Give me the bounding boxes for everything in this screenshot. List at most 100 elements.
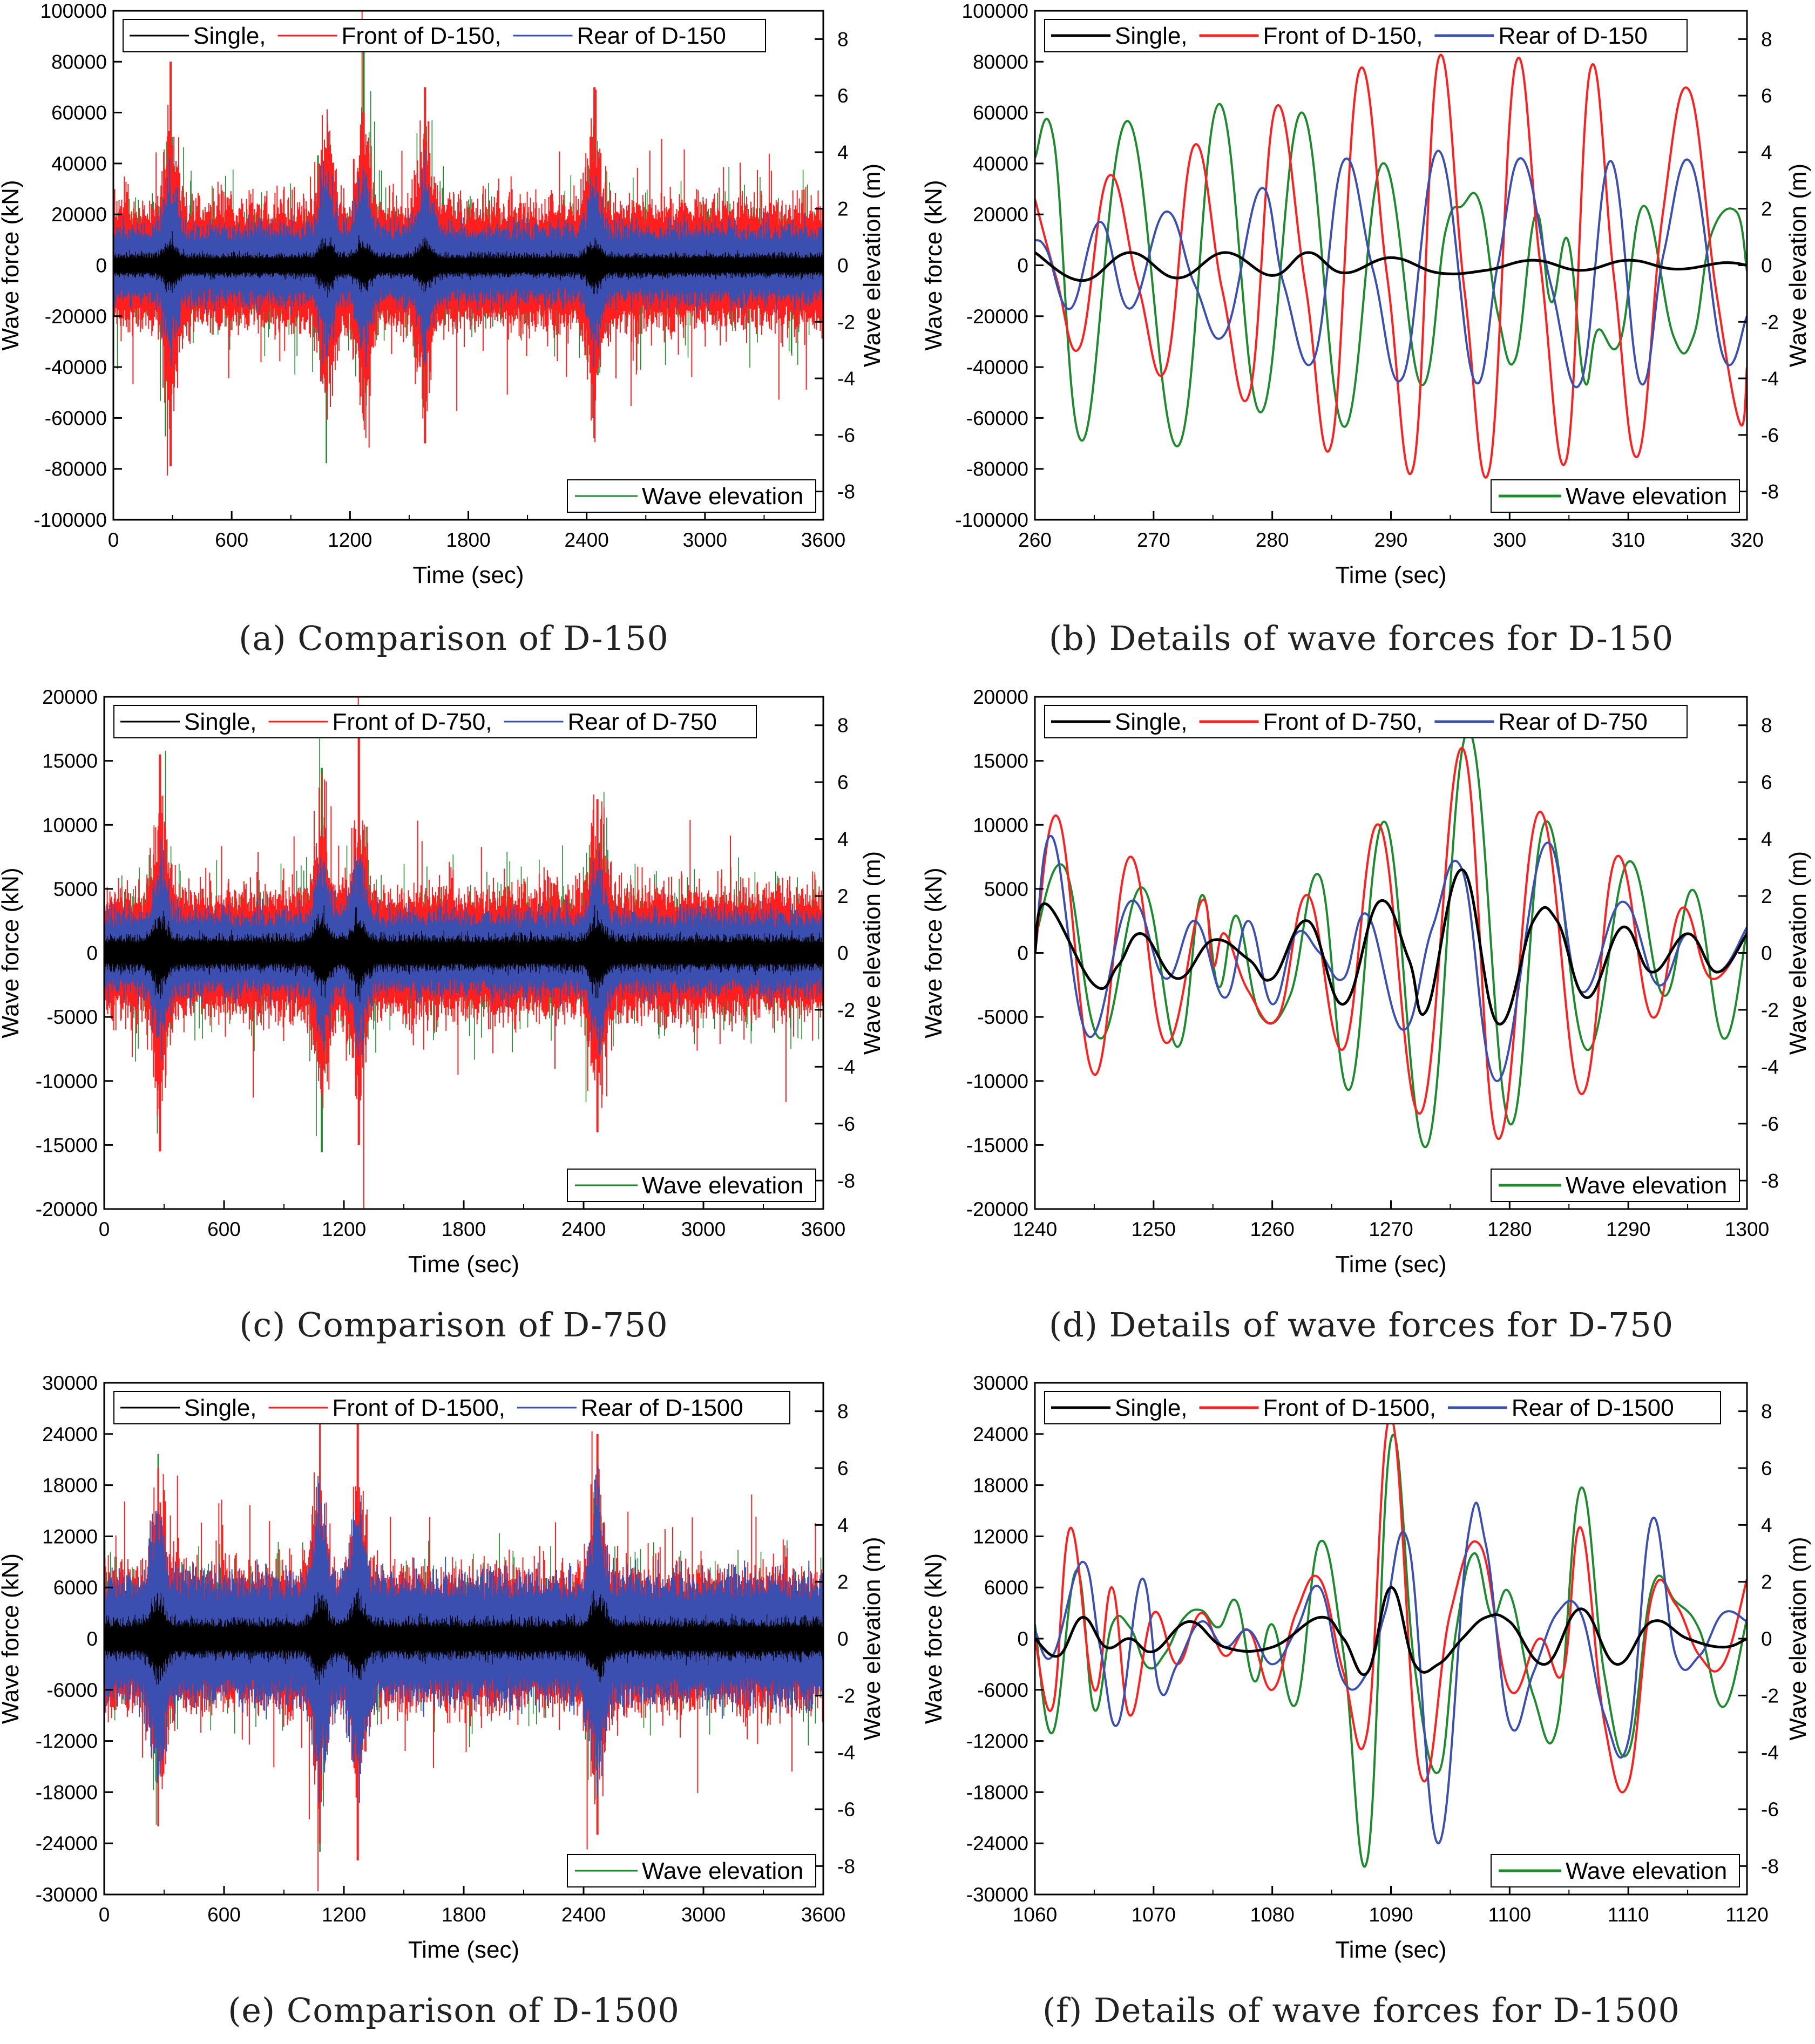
y2-tick-label: -2	[1761, 1685, 1779, 1707]
y2-tick-label: 8	[837, 1401, 849, 1423]
x-tick-label: 2400	[561, 1218, 606, 1240]
legend-label-wave: Wave elevation	[1566, 483, 1727, 510]
x-tick-label: 3600	[801, 529, 845, 551]
x-tick-label: 1270	[1369, 1218, 1413, 1240]
legend-label-single: Single,	[184, 709, 257, 735]
x-tick-label: 3000	[683, 529, 727, 551]
series-wave-line	[1035, 103, 1747, 447]
y-axis-label: Wave force (kN)	[0, 1553, 24, 1724]
y2-tick-label: 4	[1761, 141, 1772, 164]
y-tick-label: -100000	[33, 509, 107, 531]
legend-label-single: Single,	[1115, 1395, 1188, 1421]
x-tick-label: 1300	[1725, 1218, 1769, 1240]
y-tick-label: 18000	[42, 1475, 98, 1497]
y2-tick-label: 6	[837, 771, 849, 793]
y2-tick-label: 4	[1761, 1514, 1772, 1536]
x-tick-label: 3600	[801, 1218, 845, 1240]
x-tick-label: 1120	[1725, 1904, 1769, 1926]
x-tick-label: 600	[215, 529, 248, 551]
y2-axis-label: Wave elevation (m)	[859, 1537, 885, 1740]
y-tick-label: 0	[96, 255, 107, 277]
chart-panel-d: 1240 1250 1260 1270 1280 1290 1300 -20000 -15000…	[920, 686, 1811, 1278]
y2-tick-label: -6	[837, 424, 855, 446]
x-tick-label: 280	[1256, 529, 1289, 551]
chart-panel-c: 0 600 1200 1800 2400 3000 3600-20000-15000-100…	[0, 686, 885, 1278]
y-axis-label: Wave force (kN)	[920, 180, 947, 350]
y-axis-label: Wave force (kN)	[920, 1553, 947, 1724]
y2-tick-label: 2	[837, 198, 849, 220]
figure-caption-b: (b) Details of wave forces for D-150	[1048, 619, 1674, 658]
x-tick-label: 600	[207, 1218, 241, 1240]
x-tick-label: 1240	[1013, 1218, 1057, 1240]
y2-axis-label: Wave elevation (m)	[859, 851, 885, 1055]
y2-tick-label: -8	[837, 1170, 855, 1192]
legend-label-front: Front of D-1500,	[333, 1395, 505, 1421]
y-tick-label: -30000	[36, 1884, 98, 1906]
y-axis-label: Wave force (kN)	[0, 180, 24, 350]
y-tick-label: 30000	[42, 1372, 98, 1394]
legend-box	[113, 1391, 790, 1424]
y2-axis-label: Wave elevation (m)	[859, 164, 885, 367]
y-tick-label: -10000	[36, 1070, 98, 1092]
x-tick-label: 2400	[561, 1904, 606, 1926]
series-single-line	[1035, 251, 1747, 282]
x-tick-label: 1060	[1013, 1904, 1057, 1926]
x-axis-label: Time (sec)	[412, 562, 524, 588]
x-tick-label: 300	[1493, 529, 1526, 551]
x-tick-label: 1200	[322, 1904, 366, 1926]
chart-panel-b: 260 270 280 290 300 310 320-100000-80000-60000…	[920, 0, 1811, 588]
y2-tick-label: -2	[837, 999, 855, 1021]
legend-label-rear: Rear of D-150	[577, 23, 726, 49]
y2-tick-label: 4	[837, 1514, 849, 1536]
y-tick-label: 100000	[962, 0, 1028, 22]
x-axis-label: Time (sec)	[408, 1937, 519, 1963]
series-front-line	[1035, 1416, 1747, 1794]
y-tick-label: 6000	[53, 1577, 98, 1599]
y2-tick-label: -2	[837, 1685, 855, 1707]
legend-box	[113, 705, 757, 738]
legend-label-front: Front of D-750,	[1263, 709, 1423, 735]
y-tick-label: 0	[1017, 1628, 1028, 1650]
y-tick-label: 5000	[984, 878, 1028, 900]
y-tick-label: 60000	[973, 102, 1028, 124]
series-rear-line	[1035, 150, 1747, 389]
y2-tick-label: 8	[1761, 715, 1772, 737]
legend-box	[1044, 19, 1688, 52]
y-tick-label: 10000	[42, 814, 98, 836]
y-tick-label: 12000	[42, 1525, 98, 1547]
y-tick-label: -20000	[36, 1198, 98, 1220]
x-tick-label: 0	[99, 1904, 110, 1926]
legend-label-front: Front of D-150,	[1263, 23, 1423, 49]
y2-axis-label: Wave elevation (m)	[1785, 1537, 1811, 1740]
legend-label-rear: Rear of D-1500	[581, 1395, 743, 1421]
series-single-line	[1035, 868, 1747, 1026]
y2-tick-label: 6	[1761, 85, 1772, 107]
y2-axis-label: Wave elevation (m)	[1785, 164, 1811, 367]
x-tick-label: 260	[1018, 529, 1052, 551]
y-tick-label: 20000	[51, 203, 107, 226]
legend-bottom: Wave elevation	[567, 1854, 816, 1887]
y-tick-label: -20000	[966, 305, 1028, 328]
y-tick-label: -40000	[45, 356, 107, 378]
y-tick-label: -10000	[966, 1070, 1028, 1092]
x-tick-label: 1100	[1488, 1904, 1532, 1926]
y-tick-label: 0	[86, 1628, 98, 1650]
figure-caption-c: (c) Comparison of D-750	[239, 1305, 668, 1344]
x-axis-label: Time (sec)	[1335, 562, 1446, 588]
y-tick-label: -100000	[955, 509, 1028, 531]
legend-top: Single, Front of D-150, Rear of D-150	[123, 19, 766, 52]
series-rear-line	[1035, 834, 1747, 1082]
y2-tick-label: 0	[1761, 1628, 1772, 1650]
x-tick-label: 0	[99, 1218, 110, 1240]
y-tick-label: -15000	[966, 1134, 1028, 1156]
y-tick-label: 12000	[973, 1525, 1028, 1547]
legend-bottom: Wave elevation	[567, 479, 816, 513]
y-tick-label: -18000	[36, 1781, 98, 1803]
legend-top: Single, Front of D-1500, Rear of D-1500	[1044, 1391, 1721, 1424]
y2-tick-label: 0	[837, 1628, 849, 1650]
y2-tick-label: -4	[837, 1056, 855, 1078]
legend-top: Single, Front of D-750, Rear of D-750	[1044, 705, 1688, 738]
legend-label-front: Front of D-750,	[333, 709, 492, 735]
legend-bottom: Wave elevation	[1491, 479, 1740, 513]
y-axis-label: Wave force (kN)	[920, 867, 947, 1038]
